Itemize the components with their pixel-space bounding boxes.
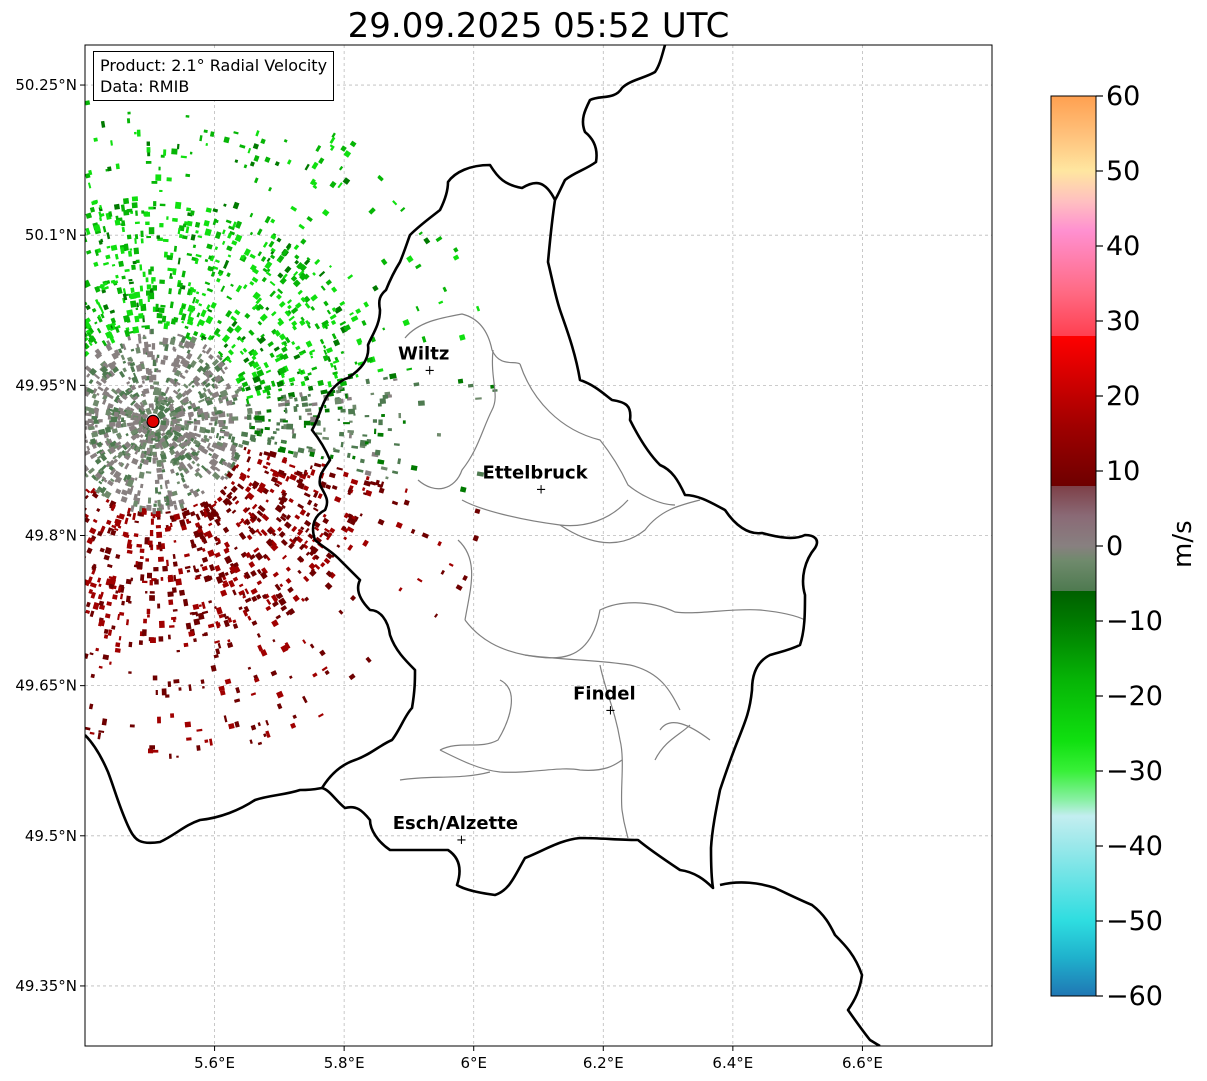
canton-border xyxy=(399,771,491,781)
city-label: Esch/Alzette xyxy=(393,813,518,834)
colorbar-tick-label: 50 xyxy=(1106,156,1140,187)
colorbar-unit-label: m/s xyxy=(1168,520,1198,568)
lat-tick-label: 50.25°N xyxy=(15,76,77,94)
map-frame xyxy=(84,44,993,1047)
canton-border xyxy=(654,724,691,761)
lat-tick-label: 49.95°N xyxy=(15,376,77,394)
canton-border xyxy=(559,499,701,544)
colorbar-ticks: 60 50 40 30 20 10 0 −10 −20 −30 −40 −50 −60 xyxy=(1096,81,1163,1012)
canton-border xyxy=(599,664,629,839)
canton-border xyxy=(464,619,526,656)
colorbar: 60 50 40 30 20 10 0 −10 −20 −30 −40 −50 −60 xyxy=(1050,81,1163,1012)
map-title: 29.09.2025 05:52 UTC xyxy=(347,6,730,46)
colorbar-tick-label: −10 xyxy=(1106,606,1163,637)
canton-border xyxy=(439,749,623,773)
lat-tick-label: 49.5°N xyxy=(25,827,77,845)
belgium-france-border xyxy=(85,734,323,845)
colorbar-tick-label: −60 xyxy=(1106,981,1163,1012)
lon-tick-label: 6.2°E xyxy=(583,1054,624,1072)
lon-tick-label: 6.6°E xyxy=(842,1054,883,1072)
canton-border xyxy=(404,313,521,365)
product-label: Product: 2.1° Radial Velocity xyxy=(100,56,328,75)
colorbar-gradient xyxy=(1051,96,1096,996)
lat-tick-label: 49.8°N xyxy=(25,526,77,544)
colorbar-tick-label: 40 xyxy=(1106,231,1140,262)
colorbar-tick-label: −50 xyxy=(1106,906,1163,937)
city-marker-icon: + xyxy=(536,482,547,497)
radar-velocity-echoes xyxy=(85,90,498,759)
city-label: Wiltz xyxy=(398,343,449,364)
colorbar-tick-label: −30 xyxy=(1106,756,1163,787)
country-borders xyxy=(85,45,881,1046)
germany-border-east xyxy=(553,45,667,201)
canton-border xyxy=(659,721,711,741)
lon-tick-label: 5.6°E xyxy=(194,1054,235,1072)
city-label: Ettelbruck xyxy=(483,462,589,483)
canton-border xyxy=(439,679,512,751)
data-source-label: Data: RMIB xyxy=(100,77,190,96)
city-marker-icon: + xyxy=(456,833,467,848)
colorbar-tick-label: −20 xyxy=(1106,681,1163,712)
lat-tick-label: 50.1°N xyxy=(25,226,77,244)
france-border xyxy=(719,881,881,1046)
lon-tick-label: 6.4°E xyxy=(712,1054,753,1072)
city-marker-icon: + xyxy=(424,363,435,378)
gridlines xyxy=(85,45,992,1046)
canton-border xyxy=(461,499,629,527)
city-marker-icon: + xyxy=(605,704,616,719)
lon-tick-label: 6°E xyxy=(460,1054,487,1072)
canton-borders xyxy=(399,313,806,839)
city-label: Findel xyxy=(573,684,636,705)
colorbar-tick-label: 0 xyxy=(1106,531,1123,562)
lat-tick-label: 49.35°N xyxy=(15,977,77,995)
canton-border xyxy=(417,349,496,490)
map-axis-ticks: 50.25°N 50.1°N 49.95°N 49.8°N 49.65°N 49.5°N 4… xyxy=(15,76,883,1072)
colorbar-tick-label: 30 xyxy=(1106,306,1140,337)
lat-tick-label: 49.65°N xyxy=(15,677,77,695)
canton-border xyxy=(524,654,681,711)
colorbar-tick-label: −40 xyxy=(1106,831,1163,862)
canton-border xyxy=(524,602,806,659)
city-markers: +Wiltz+Ettelbruck+Findel+Esch/Alzette xyxy=(393,343,636,847)
luxembourg-border xyxy=(310,163,819,897)
canton-border xyxy=(457,539,473,621)
canton-border xyxy=(519,363,676,506)
lon-tick-label: 5.8°E xyxy=(324,1054,365,1072)
radar-site-marker xyxy=(146,414,160,428)
colorbar-tick-label: 20 xyxy=(1106,381,1140,412)
colorbar-tick-label: 10 xyxy=(1106,456,1140,487)
info-box: Product: 2.1° Radial Velocity Data: RMIB xyxy=(93,51,335,101)
colorbar-tick-label: 60 xyxy=(1106,81,1140,112)
